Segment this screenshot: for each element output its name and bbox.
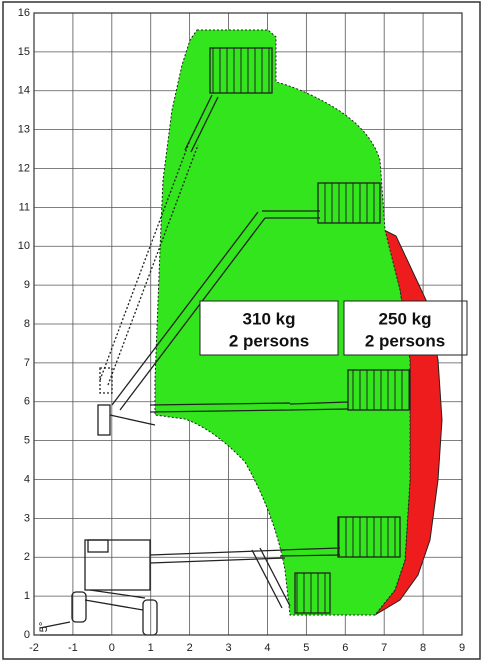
y-tick-label: 0 xyxy=(24,629,30,641)
tilt-label: 5° xyxy=(38,622,50,633)
y-tick-label: 4 xyxy=(24,473,30,485)
y-tick-label: 1 xyxy=(24,590,30,602)
x-tick-label: 2 xyxy=(187,642,193,654)
y-tick-label: 16 xyxy=(18,7,30,19)
y-tick-label: 6 xyxy=(24,396,30,408)
x-tick-label: 4 xyxy=(264,642,270,654)
x-tick-label: 9 xyxy=(459,642,465,654)
y-tick-label: 11 xyxy=(19,201,30,213)
x-tick-label: 7 xyxy=(381,642,387,654)
y-tick-label: 14 xyxy=(18,85,30,97)
x-tick-label: 5 xyxy=(303,642,309,654)
zone-persons: 2 persons xyxy=(229,331,309,350)
y-tick-label: 8 xyxy=(24,318,30,330)
y-tick-label: 7 xyxy=(24,357,30,369)
zone-load: 250 kg xyxy=(379,309,432,328)
x-tick-label: 3 xyxy=(225,642,231,654)
x-tick-label: 0 xyxy=(109,642,115,654)
y-tick-label: 10 xyxy=(18,240,30,252)
zone-load: 310 kg xyxy=(243,309,296,328)
y-tick-label: 15 xyxy=(18,46,30,58)
machine xyxy=(39,47,411,636)
y-tick-label: 2 xyxy=(24,551,30,563)
x-tick-label: -1 xyxy=(68,642,78,654)
y-tick-label: 5 xyxy=(24,435,30,447)
x-tick-label: -2 xyxy=(29,642,39,654)
zone-persons: 2 persons xyxy=(365,331,445,350)
zone-box xyxy=(199,300,339,356)
x-tick-label: 6 xyxy=(342,642,348,654)
plot-frame xyxy=(33,12,463,636)
x-tick-label: 1 xyxy=(148,642,154,654)
y-tick-label: 12 xyxy=(18,162,30,174)
y-tick-label: 9 xyxy=(24,279,30,291)
x-tick-label: 8 xyxy=(420,642,426,654)
zone-box xyxy=(343,300,468,356)
y-tick-label: 13 xyxy=(18,124,30,136)
y-tick-label: 3 xyxy=(24,512,30,524)
